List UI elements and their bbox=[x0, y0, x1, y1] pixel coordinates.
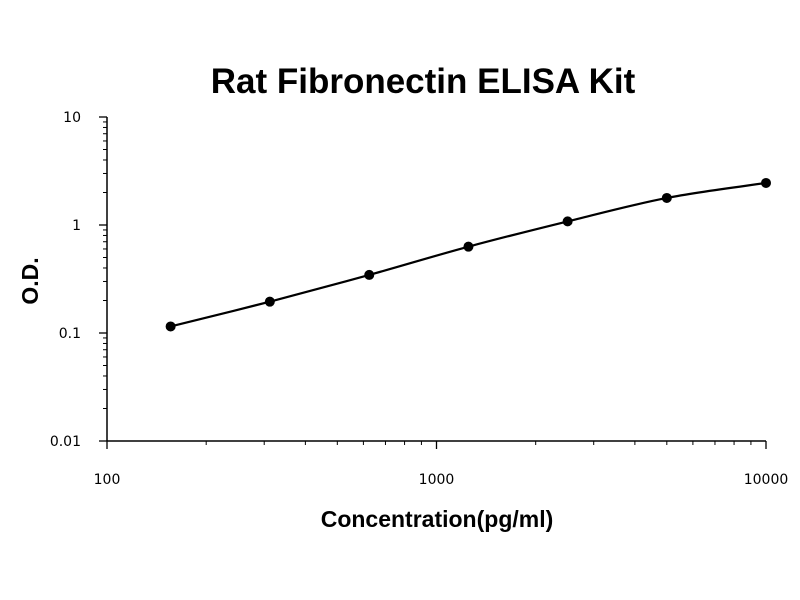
data-point bbox=[761, 177, 771, 188]
y-tick-label: 0.01 bbox=[50, 434, 81, 450]
data-point bbox=[264, 296, 275, 307]
y-tick-label: 1 bbox=[72, 218, 81, 234]
data-point bbox=[562, 216, 573, 227]
x-tick-label: 100 bbox=[94, 472, 121, 488]
data-point bbox=[661, 192, 672, 203]
data-point bbox=[463, 241, 474, 252]
data-series bbox=[165, 177, 771, 332]
x-axis-label: Concentration(pg/ml) bbox=[321, 506, 554, 532]
chart-title: Rat Fibronectin ELISA Kit bbox=[211, 62, 636, 101]
x-tick-label: 1000 bbox=[419, 472, 455, 488]
y-axis-label: O.D. bbox=[17, 257, 43, 304]
x-tick-label: 10000 bbox=[744, 472, 789, 488]
axes: 10 1 0.1 0.01 100 1000 10000 bbox=[50, 110, 788, 488]
y-tick-label: 10 bbox=[63, 110, 81, 126]
data-point bbox=[165, 321, 176, 332]
series-line bbox=[170, 181, 767, 328]
data-point bbox=[364, 269, 375, 280]
y-tick-label: 0.1 bbox=[59, 326, 81, 342]
